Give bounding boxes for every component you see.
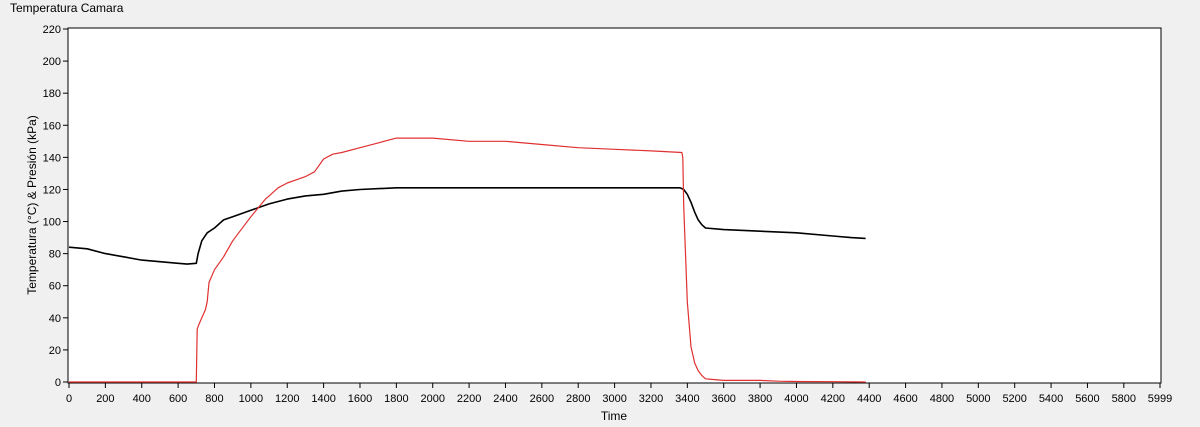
x-tick-label: 3200 <box>639 393 663 405</box>
y-axis-title: Temperatura (°C) & Presión (kPa) <box>25 115 39 295</box>
x-tick-label: 2800 <box>566 393 590 405</box>
x-axis-title: Time <box>601 409 628 423</box>
y-tick-label: 140 <box>43 152 61 164</box>
x-tick-label: 3600 <box>711 393 735 405</box>
x-tick-label: 800 <box>205 393 223 405</box>
x-tick-label: 1800 <box>384 393 408 405</box>
y-tick-label: 20 <box>49 345 61 357</box>
x-tick-label: 2600 <box>530 393 554 405</box>
x-tick-label: 1000 <box>239 393 263 405</box>
y-tick-label: 0 <box>55 377 61 389</box>
x-tick-label: 0 <box>66 393 72 405</box>
y-tick-label: 120 <box>43 184 61 196</box>
series-line-2 <box>69 137 866 383</box>
x-tick-label: 4600 <box>893 393 917 405</box>
x-tick-label: 2200 <box>457 393 481 405</box>
x-axis: 0 200 400 600 800 1000 1200 1400 1600 1800 2000 220… <box>66 383 1172 405</box>
x-tick-label: 600 <box>169 393 187 405</box>
y-tick-label: 180 <box>43 88 61 100</box>
x-tick-label: 3800 <box>748 393 772 405</box>
x-tick-label: 4400 <box>857 393 881 405</box>
series-line-1 <box>68 187 866 265</box>
x-tick-label: 4800 <box>930 393 954 405</box>
x-tick-label: 5000 <box>966 393 990 405</box>
x-tick-label: 5400 <box>1039 393 1063 405</box>
x-tick-label: 2400 <box>493 393 517 405</box>
y-tick-label: 160 <box>43 120 61 132</box>
x-tick-label: 5600 <box>1075 393 1099 405</box>
x-tick-label: 200 <box>96 393 114 405</box>
series-group <box>68 137 866 383</box>
x-tick-label: 4000 <box>784 393 808 405</box>
x-tick-label: 3400 <box>675 393 699 405</box>
x-tick-label: 1200 <box>275 393 299 405</box>
x-tick-label: 5800 <box>1112 393 1136 405</box>
x-tick-label: 5200 <box>1002 393 1026 405</box>
y-tick-label: 200 <box>43 56 61 68</box>
x-tick-label: 400 <box>133 393 151 405</box>
y-tick-label: 40 <box>49 313 61 325</box>
chart-title: Temperatura Camara <box>10 1 124 15</box>
x-tick-label: 2000 <box>420 393 444 405</box>
x-tick-label: 5999 <box>1148 393 1172 405</box>
x-tick-label: 1600 <box>348 393 372 405</box>
x-tick-label: 1400 <box>311 393 335 405</box>
x-tick-label: 4200 <box>821 393 845 405</box>
y-tick-label: 220 <box>43 24 61 36</box>
plot-area <box>67 27 1162 384</box>
y-tick-label: 80 <box>49 249 61 261</box>
y-tick-label: 100 <box>43 217 61 229</box>
y-tick-label: 60 <box>49 281 61 293</box>
x-tick-label: 3000 <box>602 393 626 405</box>
y-axis: 0 20 40 60 80 100 120 140 160 180 200 220 <box>43 24 68 389</box>
